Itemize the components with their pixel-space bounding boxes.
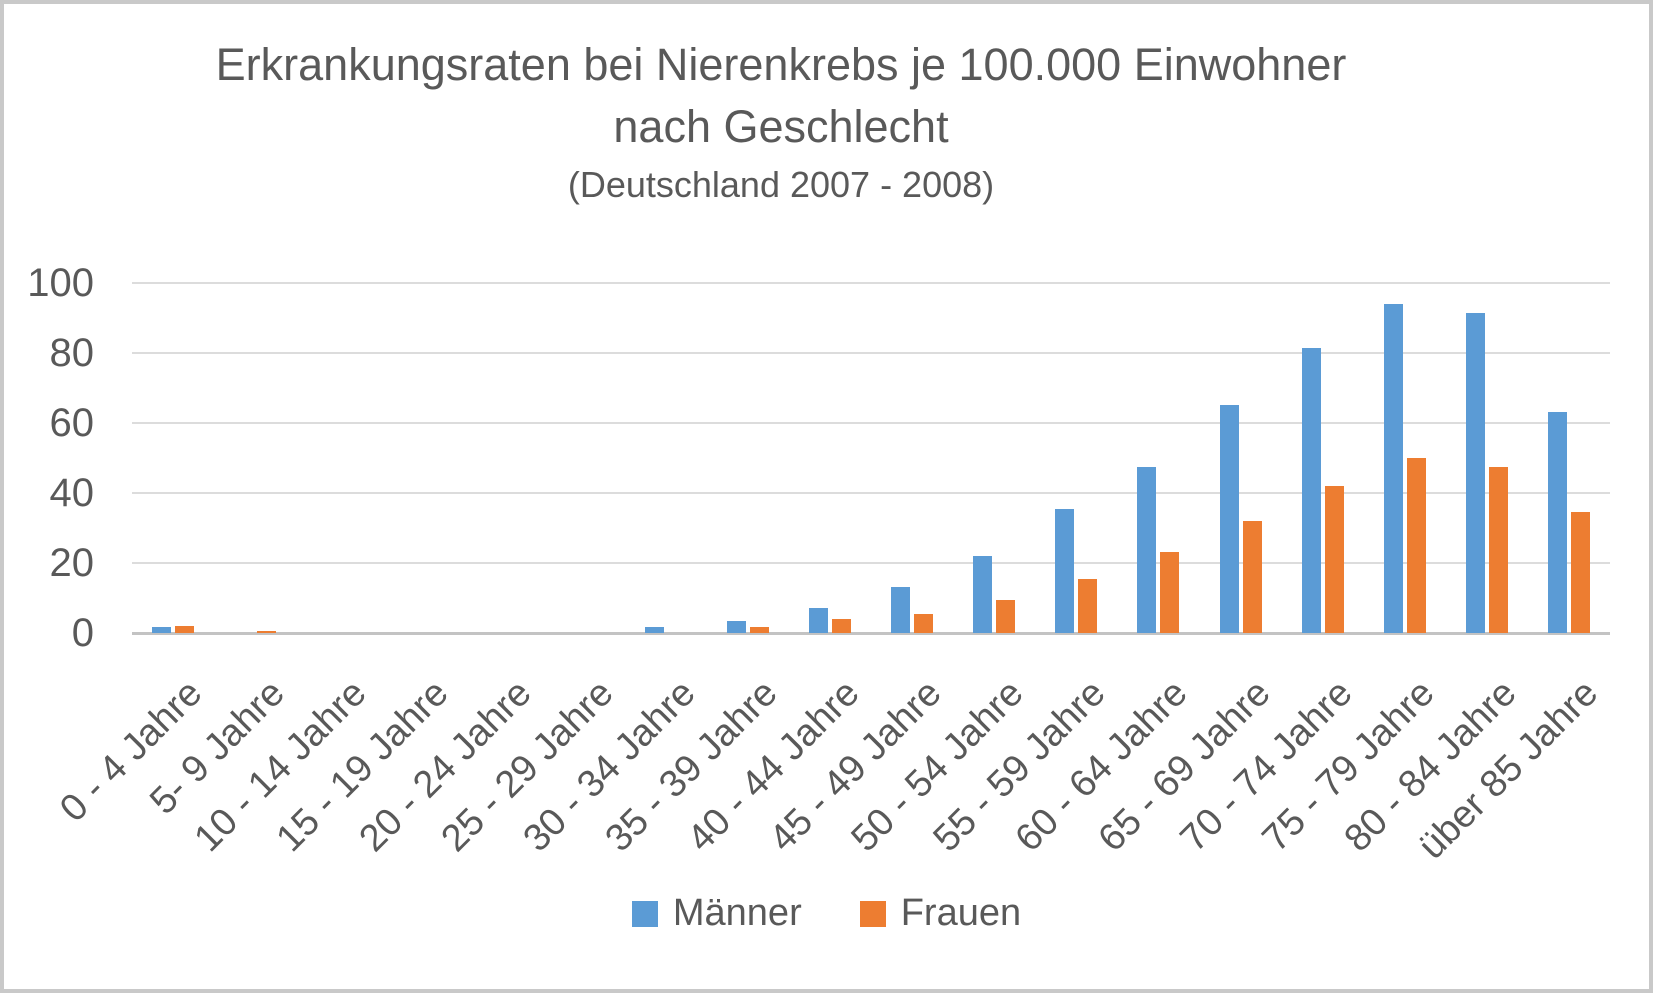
legend-item-frauen: Frauen bbox=[859, 892, 1022, 935]
gridline-20 bbox=[132, 562, 1610, 564]
bar-maenner-40-44-jahre bbox=[809, 608, 828, 633]
legend-swatch-frauen bbox=[859, 900, 886, 927]
bar-maenner-ueber-85-jahre bbox=[1548, 412, 1567, 633]
bar-frauen-80-84-jahre bbox=[1489, 467, 1508, 633]
bar-maenner-35-39-jahre bbox=[727, 621, 746, 633]
y-tick-0: 0 bbox=[71, 611, 94, 655]
bar-frauen-55-59-jahre bbox=[1078, 579, 1097, 633]
legend-label-frauen: Frauen bbox=[900, 892, 1022, 934]
bar-frauen-ueber-85-jahre bbox=[1571, 512, 1590, 633]
legend-item-maenner: Männer bbox=[631, 892, 802, 935]
y-tick-80: 80 bbox=[49, 331, 95, 375]
gridline-80 bbox=[132, 352, 1610, 354]
bar-frauen-40-44-jahre bbox=[832, 619, 851, 633]
bar-maenner-80-84-jahre bbox=[1466, 313, 1485, 633]
bar-frauen-45-49-jahre bbox=[914, 614, 933, 633]
gridline-100 bbox=[132, 282, 1610, 284]
chart-subtitle: (Deutschland 2007 - 2008) bbox=[567, 164, 995, 205]
chart-title-block: Erkrankungsraten bei Nierenkrebs je 100.… bbox=[0, 34, 1562, 212]
bar-maenner-0-4-jahre bbox=[152, 627, 171, 633]
bar-frauen-5-9-jahre bbox=[257, 631, 276, 633]
bar-maenner-55-59-jahre bbox=[1055, 509, 1074, 633]
legend-label-maenner: Männer bbox=[672, 892, 802, 934]
gridline-60 bbox=[132, 422, 1610, 424]
bar-frauen-65-69-jahre bbox=[1243, 521, 1262, 633]
y-tick-40: 40 bbox=[49, 471, 95, 515]
bar-frauen-75-79-jahre bbox=[1407, 458, 1426, 633]
bar-maenner-30-34-jahre bbox=[645, 627, 664, 633]
bar-frauen-50-54-jahre bbox=[996, 600, 1015, 633]
bar-maenner-65-69-jahre bbox=[1220, 405, 1239, 633]
y-tick-60: 60 bbox=[49, 401, 95, 445]
y-tick-20: 20 bbox=[49, 541, 95, 585]
bar-maenner-70-74-jahre bbox=[1302, 348, 1321, 633]
bar-frauen-0-4-jahre bbox=[175, 626, 194, 633]
bar-frauen-60-64-jahre bbox=[1160, 552, 1179, 633]
y-tick-100: 100 bbox=[27, 261, 94, 305]
x-axis-line bbox=[132, 631, 1610, 635]
legend: Männer Frauen bbox=[0, 892, 1653, 935]
legend-swatch-maenner bbox=[631, 900, 658, 927]
bar-maenner-45-49-jahre bbox=[891, 587, 910, 633]
chart-title-line1: Erkrankungsraten bei Nierenkrebs je 100.… bbox=[215, 39, 1347, 90]
chart-title-line2: nach Geschlecht bbox=[613, 101, 949, 152]
gridline-40 bbox=[132, 492, 1610, 494]
bar-maenner-60-64-jahre bbox=[1137, 467, 1156, 633]
bar-maenner-50-54-jahre bbox=[973, 556, 992, 633]
bar-frauen-70-74-jahre bbox=[1325, 486, 1344, 633]
bar-frauen-35-39-jahre bbox=[750, 627, 769, 633]
bar-maenner-75-79-jahre bbox=[1384, 304, 1403, 633]
